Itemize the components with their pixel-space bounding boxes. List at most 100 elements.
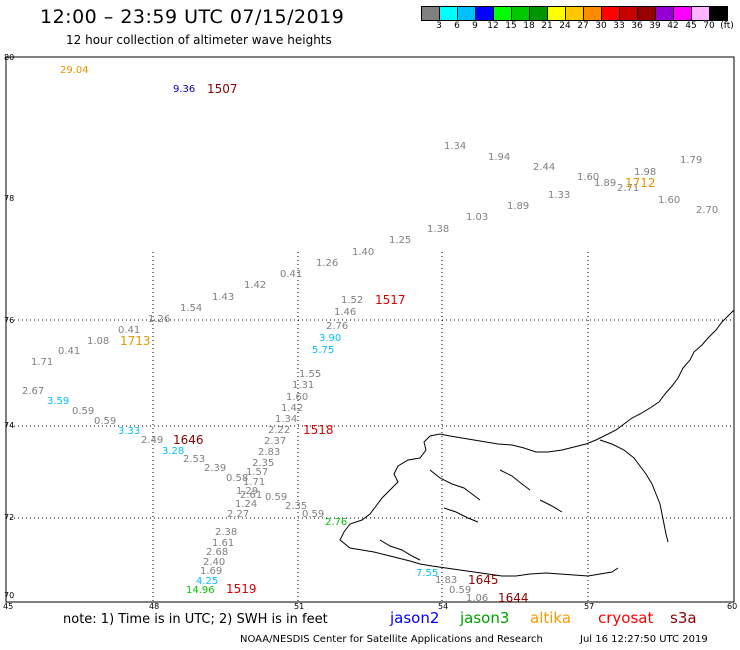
lat-tick-80: 80 [4,53,14,62]
wave-height-value: 1.31 [292,380,314,391]
wave-height-value: 2.67 [22,386,44,397]
lon-tick-57: 57 [584,602,594,611]
wave-height-value: 1.33 [548,190,570,201]
lat-lon-grid [6,252,734,602]
wave-height-value: 3.33 [118,426,140,437]
scale-label: 6 [454,21,460,31]
map-title: 12:00 – 23:59 UTC 07/15/2019 [40,6,345,28]
scale-label: 27 [577,21,589,31]
wave-height-value: 7.55 [416,568,438,579]
wave-height-value: 2.68 [206,547,228,558]
wave-height-value: 0.59 [302,509,324,520]
wave-height-value: 2.40 [203,557,225,568]
scale-label: 12 [487,21,499,31]
wave-height-value: 1.94 [488,152,510,163]
scale-label: 42 [667,21,679,31]
legend-s3a: s3a [670,609,697,627]
wave-height-value: 2.35 [285,501,307,512]
wave-height-value: 2.39 [204,463,226,474]
wave-height-value: 1.54 [180,303,202,314]
lat-tick-76: 76 [4,316,14,325]
legend-jason3: jason3 [460,609,510,627]
pass-time-label: 1518 [303,423,334,437]
wave-height-value: 1.55 [299,369,321,380]
wave-height-value: 1.42 [244,280,266,291]
wave-height-value: 1.24 [235,499,257,510]
scale-label: 39 [649,21,661,31]
wave-height-value: 4.25 [196,576,218,587]
wave-height-observations: 29.049.361.341.942.441.601.891.981.792.7… [22,65,718,604]
wave-height-value: 1.34 [275,414,297,425]
scale-label: 21 [541,21,553,31]
scale-label: 45 [685,21,697,31]
scale-label: 33 [613,21,625,31]
map-subtitle: 12 hour collection of altimeter wave hei… [66,33,332,47]
wave-height-value: 1.42 [281,403,303,414]
wave-height-value: 1.89 [594,178,616,189]
wave-height-value: 2.76 [325,517,347,528]
wave-height-value: 2.71 [617,183,639,194]
legend-jason2: jason2 [390,609,440,627]
pass-time-label: 1712 [625,176,656,190]
wave-height-value: 1.57 [246,467,268,478]
wave-height-value: 1.29 [236,486,258,497]
pass-time-label: 1645 [468,573,499,587]
scale-label: 36 [631,21,643,31]
wave-height-value: 1.79 [680,155,702,166]
scale-swatch [709,6,728,21]
wave-height-value: 0.59 [449,585,471,596]
scale-label: (ft) [720,21,734,31]
scale-label: 9 [472,21,478,31]
color-scale-labels: 3 6 9 12 15 18 21 24 27 30 33 36 39 42 45 70 (ft) [422,21,740,35]
coastline [339,309,735,577]
wave-height-value: 1.60 [286,392,308,403]
wave-height-value: 1.60 [658,195,680,206]
lon-tick-45: 45 [3,602,13,611]
legend-altika: altika [530,609,572,627]
wave-height-value: 2.49 [141,435,163,446]
wave-height-value: 1.60 [577,172,599,183]
wave-height-value: 1.38 [427,224,449,235]
wave-height-value: 2.27 [227,509,249,520]
wave-height-value: 3.90 [319,333,341,344]
wave-height-value: 1.03 [466,212,488,223]
footer-timestamp: Jul 16 12:27:50 UTC 2019 [580,634,708,645]
scale-label: 30 [595,21,607,31]
wave-height-value: 3.28 [162,446,184,457]
pass-time-label: 1646 [173,433,204,447]
wave-height-value: 1.34 [444,141,466,152]
wave-height-value: 2.70 [696,205,718,216]
wave-height-value: 2.35 [252,458,274,469]
wave-height-value: 1.83 [435,575,457,586]
wave-height-value: 1.61 [212,538,234,549]
wave-height-value: 14.96 [186,585,215,596]
wave-height-value: 1.52 [341,295,363,306]
wave-height-value: 2.22 [268,425,290,436]
wave-height-value: 2.76 [326,321,348,332]
wave-height-value: 1.71 [243,477,265,488]
wave-height-value: 1.26 [148,314,170,325]
pass-time-label: 1517 [375,293,406,307]
wave-height-value: 0.58 [226,473,248,484]
wave-height-value: 1.40 [352,247,374,258]
wave-height-value: 1.69 [200,566,222,577]
wave-height-value: 0.59 [72,406,94,417]
wave-height-value: 1.25 [389,235,411,246]
pass-time-label: 1507 [207,82,238,96]
wave-height-value: 0.41 [58,346,80,357]
wave-height-value: 1.71 [31,357,53,368]
wave-height-value: 2.61 [240,490,262,501]
lon-tick-48: 48 [149,602,159,611]
lat-tick-78: 78 [4,194,14,203]
wave-height-value: 2.53 [183,454,205,465]
satellite-pass-labels: 1507 1712 1713 1517 1646 1518 1519 1645 1644 [120,82,656,605]
lon-tick-51: 51 [294,602,304,611]
wave-height-value: 2.38 [215,527,237,538]
lon-tick-54: 54 [438,602,448,611]
wave-height-value: 1.98 [634,167,656,178]
scale-label: 18 [523,21,535,31]
wave-height-value: 0.59 [94,416,116,427]
legend-cryosat: cryosat [598,609,654,627]
lat-tick-72: 72 [4,513,14,522]
